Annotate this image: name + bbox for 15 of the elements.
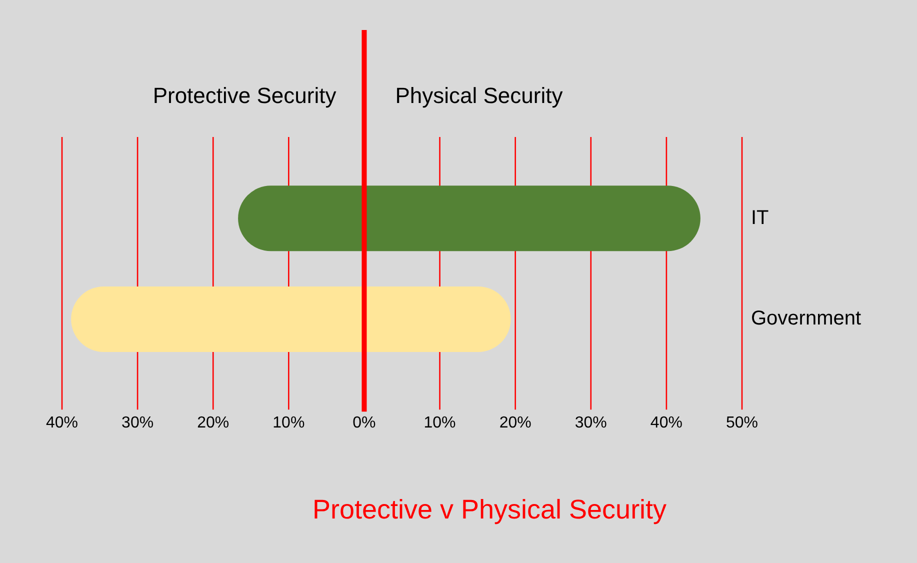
y-tick-label: IT bbox=[751, 206, 769, 229]
x-tick-label: 20% bbox=[499, 414, 532, 432]
y-tick-label: Government bbox=[751, 308, 862, 330]
x-tick-label: 40% bbox=[650, 414, 682, 432]
x-tick-label: 0% bbox=[352, 414, 376, 432]
text: Protective v Physical Security bbox=[312, 494, 668, 524]
x-tick-label: 30% bbox=[122, 414, 154, 432]
x-tick-label: 20% bbox=[197, 414, 230, 432]
x-tick-label: 10% bbox=[272, 414, 305, 432]
text: Physical Security bbox=[395, 83, 563, 108]
x-tick-label: 50% bbox=[726, 414, 758, 432]
text: Protective Security bbox=[152, 83, 336, 108]
x-tick-label: 10% bbox=[424, 414, 456, 432]
x-tick-label: 40% bbox=[46, 414, 78, 432]
x-tick-label: 30% bbox=[574, 414, 607, 432]
